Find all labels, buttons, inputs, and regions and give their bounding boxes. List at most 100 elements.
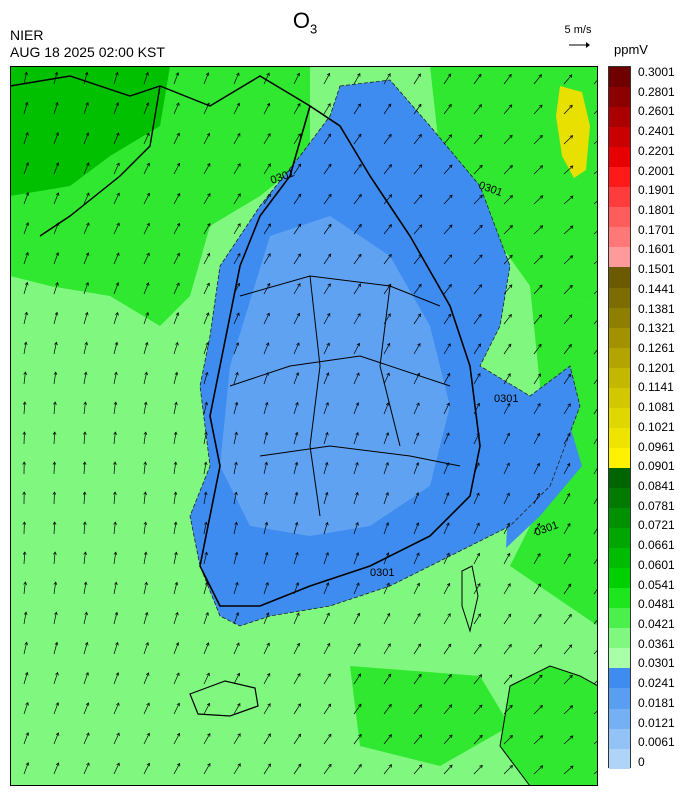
wind-vector <box>293 552 298 565</box>
wind-vector <box>143 132 150 145</box>
wind-vector-head <box>55 192 60 196</box>
wind-vector-head <box>55 762 60 766</box>
wind-vector <box>233 673 240 685</box>
wind-vector <box>323 492 328 505</box>
wind-vector <box>593 319 598 325</box>
wind-vector <box>233 642 240 655</box>
wind-vector-head <box>418 134 422 138</box>
wind-vector-head <box>84 341 88 346</box>
wind-vector <box>443 254 453 265</box>
wind-vector <box>203 492 207 505</box>
wind-vector <box>83 492 86 505</box>
wind-vector-head <box>176 762 181 767</box>
wind-vector <box>353 103 361 115</box>
wind-vector <box>383 582 390 595</box>
wind-vector <box>113 102 119 115</box>
wind-vector-head <box>325 372 330 376</box>
legend-unit-label: ppmV <box>614 42 648 57</box>
wind-vector-head <box>22 491 26 495</box>
wind-vector-head <box>237 702 241 707</box>
wind-vector <box>83 72 88 85</box>
wind-vector-head <box>115 102 120 106</box>
wind-vector <box>383 432 389 445</box>
wind-vector <box>143 223 150 235</box>
wind-vector <box>173 133 180 145</box>
wind-vector <box>83 642 88 655</box>
wind-vector-head <box>84 641 89 646</box>
wind-vector-head <box>327 283 331 287</box>
wind-vector <box>203 703 210 715</box>
wind-vector <box>593 289 598 295</box>
wind-vector-head <box>237 163 241 167</box>
wind-vector-head <box>417 73 421 77</box>
wind-vector <box>233 163 241 175</box>
wind-vector-head <box>113 521 117 525</box>
wind-vector <box>563 433 571 445</box>
wind-vector-head <box>54 611 58 616</box>
wind-vector-head <box>508 284 513 288</box>
wind-vector <box>413 704 422 715</box>
legend-color-cell <box>609 107 630 128</box>
wind-vector <box>113 222 120 235</box>
wind-vector-head <box>356 372 360 377</box>
wind-vector <box>53 312 58 325</box>
wind-vector <box>323 402 329 415</box>
green-zone-deep-northwest <box>10 66 170 196</box>
wind-vector <box>53 372 57 385</box>
wind-vector <box>383 134 392 145</box>
wind-vector <box>143 312 149 325</box>
legend-tick-label: 0.0781 <box>638 498 675 513</box>
wind-vector <box>53 672 58 685</box>
wind-vector-head <box>357 313 361 317</box>
wind-vector-head <box>326 342 330 347</box>
wind-vector <box>173 552 177 565</box>
wind-vector <box>263 582 269 595</box>
wind-vector <box>53 582 57 595</box>
wind-vector <box>473 644 482 655</box>
wind-vector-head <box>509 704 513 709</box>
wind-vector <box>83 342 88 355</box>
wind-vector <box>173 72 179 85</box>
wind-vector-head <box>445 462 450 466</box>
wind-vector <box>353 343 360 355</box>
wind-vector-head <box>476 462 480 467</box>
wind-vector-head <box>25 701 29 706</box>
wind-vector <box>143 582 147 595</box>
wind-vector-head <box>385 402 390 406</box>
wind-vector <box>233 763 241 775</box>
wind-vector <box>383 764 392 775</box>
wind-vector-head <box>267 253 271 257</box>
legend-color-cell <box>609 688 630 709</box>
wind-vector <box>263 612 269 625</box>
wind-vector <box>173 612 178 625</box>
wind-vector <box>233 552 238 565</box>
wind-vector-head <box>24 281 29 286</box>
wind-vector <box>293 163 301 175</box>
wind-vector <box>353 764 362 775</box>
wind-vector-head <box>386 342 391 347</box>
wind-vector <box>143 642 149 655</box>
wind-vector <box>293 432 298 445</box>
wind-vector <box>353 313 361 325</box>
wind-vector <box>83 672 89 685</box>
wind-vector-head <box>85 282 89 286</box>
wind-vector-head <box>52 491 57 495</box>
legend-color-cell <box>609 608 630 629</box>
wind-vector-head <box>418 283 422 288</box>
wind-vector <box>413 73 421 85</box>
wind-vector <box>353 164 362 175</box>
legend-tick-label: 0.0241 <box>638 676 675 691</box>
wind-vector <box>323 462 328 475</box>
wind-vector-head <box>569 135 574 139</box>
wind-vector <box>233 223 241 235</box>
wind-vector <box>23 72 27 85</box>
wind-vector <box>263 522 268 535</box>
wind-vector <box>113 612 118 625</box>
legend-color-cell <box>609 588 630 609</box>
wind-vector <box>563 373 572 385</box>
wind-vector-head <box>235 612 240 616</box>
wind-vector-head <box>24 71 28 76</box>
wind-vector <box>473 74 482 85</box>
wind-vector-head <box>536 432 541 437</box>
wind-vector <box>443 674 452 685</box>
